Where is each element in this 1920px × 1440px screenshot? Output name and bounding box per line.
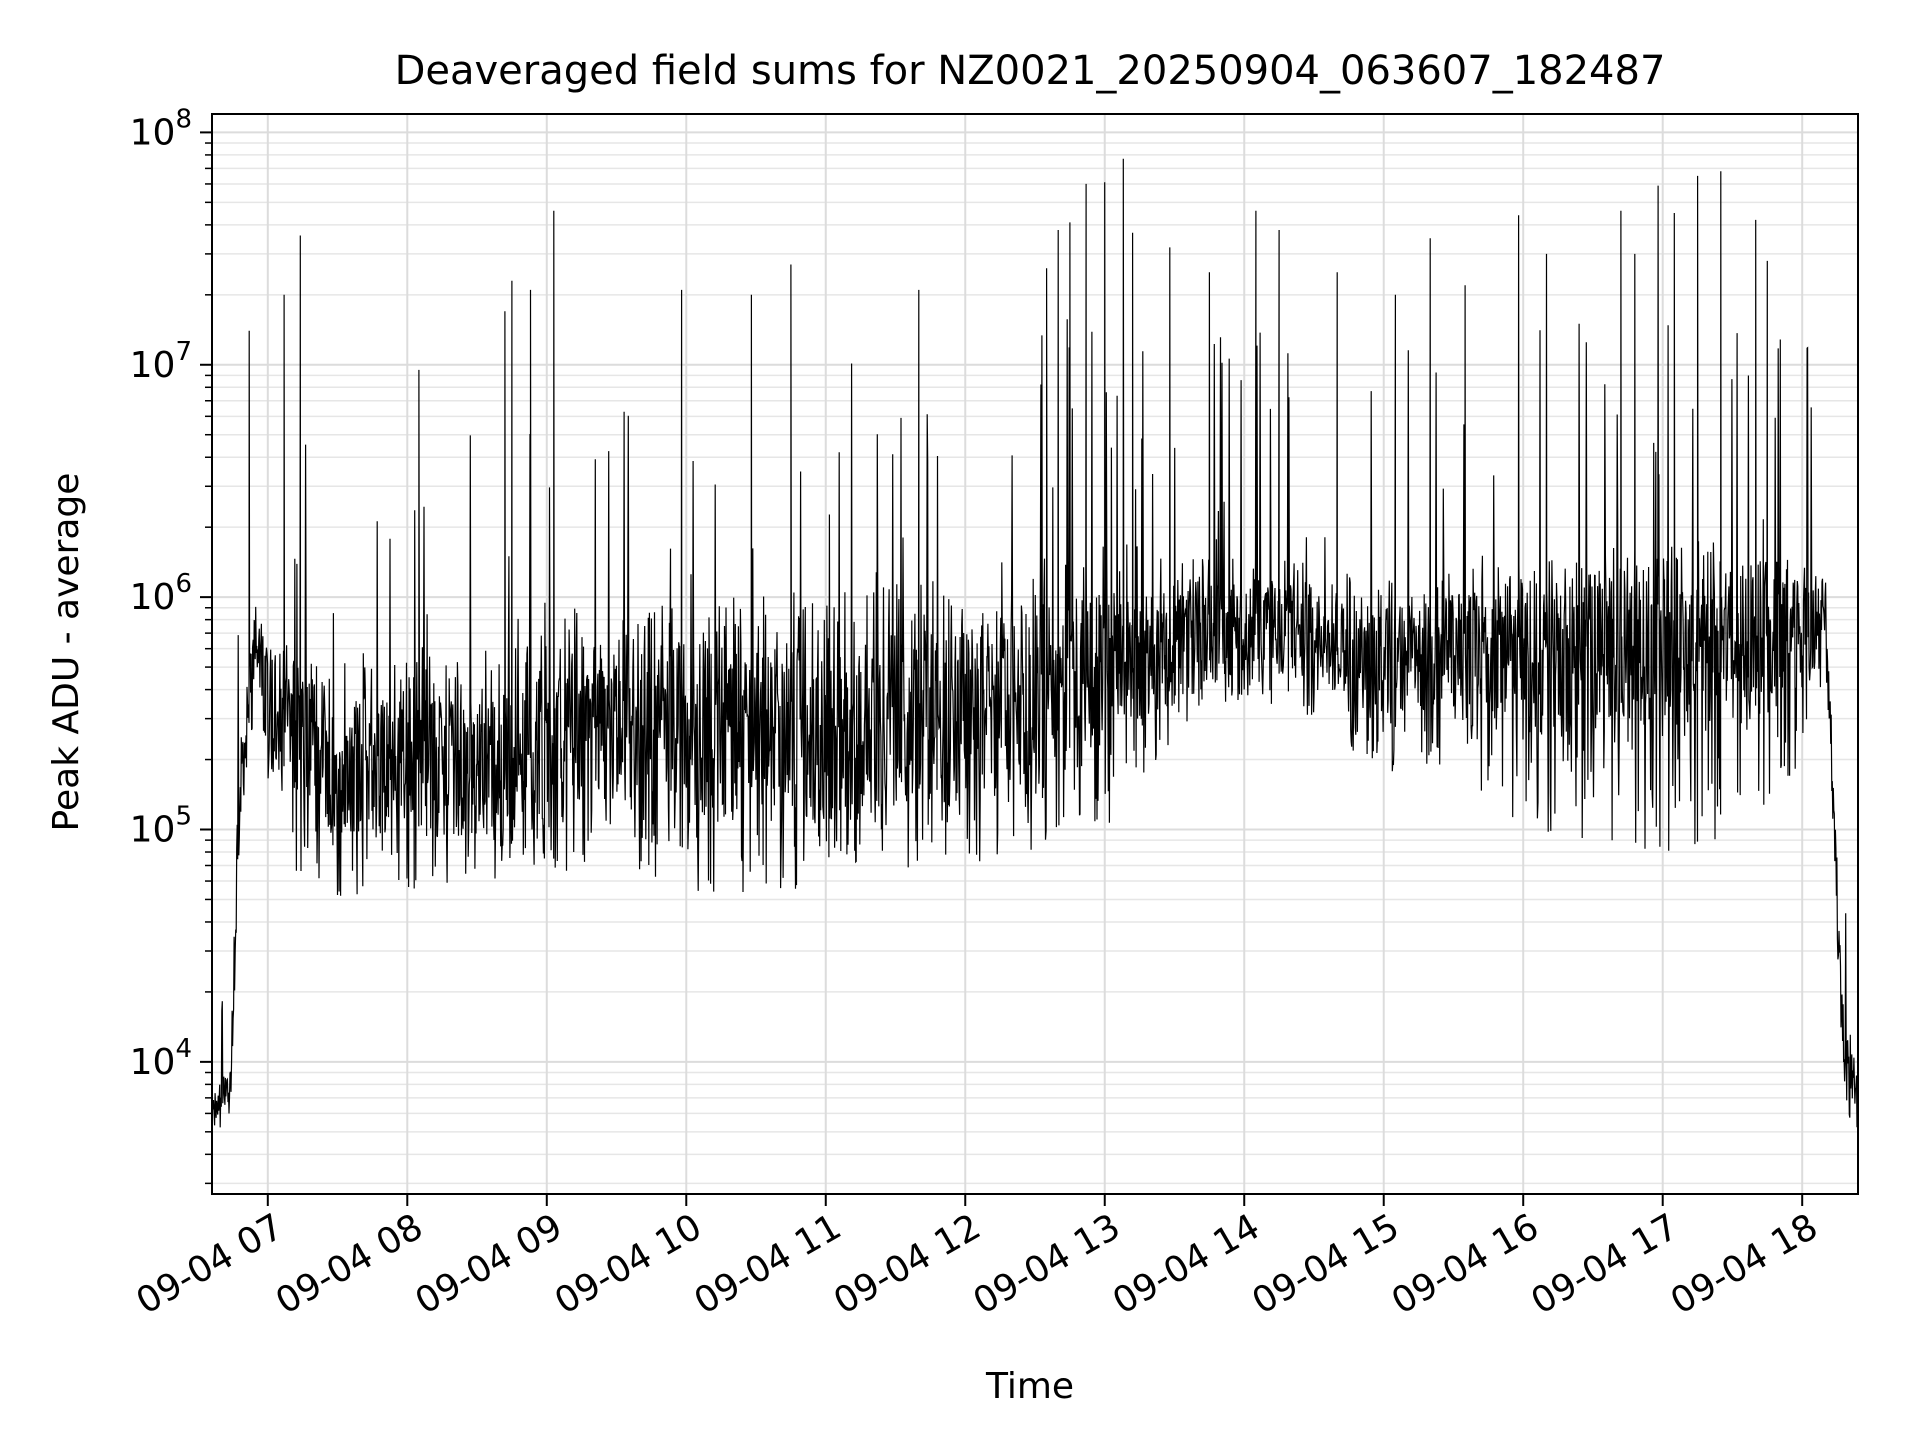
data-line — [211, 158, 1859, 1137]
y-tick-label-exponent: 8 — [175, 104, 192, 134]
y-tick-label-base: 10 — [130, 112, 176, 153]
plot-frame — [211, 113, 1859, 1195]
y-tick-label-base: 10 — [130, 345, 176, 386]
y-tick-label: 104 — [130, 1034, 192, 1083]
chart-title: Deaveraged field sums for NZ0021_2025090… — [395, 48, 1666, 94]
x-axis-label: Time — [985, 1366, 1074, 1407]
y-tick-label-base: 10 — [130, 1042, 176, 1083]
y-tick-label-base: 10 — [130, 577, 176, 618]
y-tick-label-exponent: 4 — [175, 1034, 192, 1064]
y-tick-label-exponent: 6 — [175, 569, 192, 599]
y-tick-label: 106 — [130, 569, 192, 618]
y-tick-label-exponent: 5 — [175, 802, 192, 832]
y-tick-label-exponent: 7 — [175, 337, 192, 367]
y-axis-label: Peak ADU - average — [46, 473, 87, 832]
series-line — [211, 158, 1859, 1137]
y-tick-label: 107 — [130, 337, 192, 386]
y-tick-label-base: 10 — [130, 810, 176, 851]
y-tick-label: 108 — [130, 104, 192, 153]
y-tick-label: 105 — [130, 802, 192, 851]
